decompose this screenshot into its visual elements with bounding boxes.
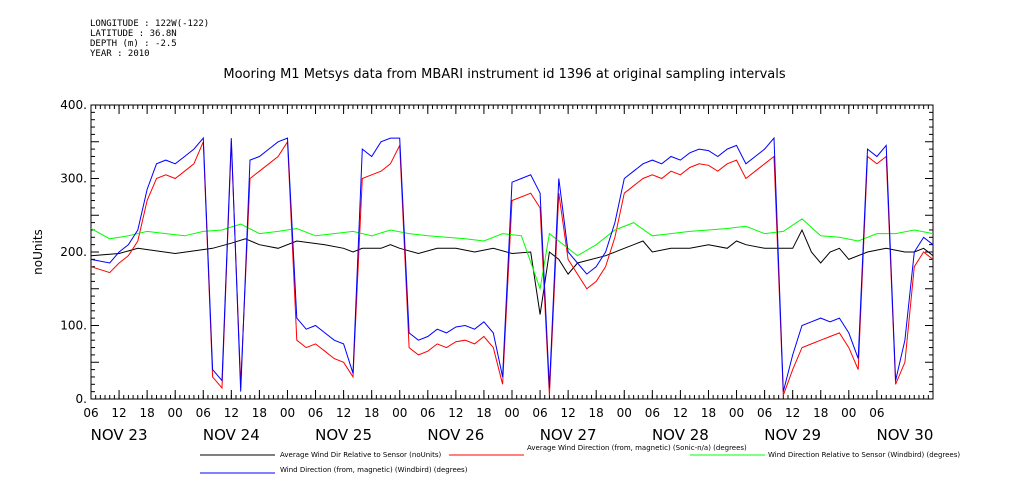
x-day-label: NOV 28: [652, 426, 709, 444]
x-tick-label: 06: [83, 406, 98, 420]
x-tick-label: 12: [336, 406, 351, 420]
x-tick-label: 00: [168, 406, 183, 420]
legend-label: Wind Direction Relative to Sensor (Windb…: [768, 451, 960, 459]
x-tick-label: 06: [532, 406, 547, 420]
x-tick-label: 18: [252, 406, 267, 420]
x-day-label: NOV 25: [315, 426, 372, 444]
series-line-4: [90, 136, 934, 392]
x-tick-label: 06: [757, 406, 772, 420]
depth-label: DEPTH (m) : -2.5: [90, 39, 177, 49]
x-tick-label: 18: [813, 406, 828, 420]
x-tick-label: 06: [420, 406, 435, 420]
y-tick-label: 400.: [60, 98, 87, 112]
legend-label: Average Wind Direction (from, magnetic) …: [527, 444, 747, 452]
x-tick-label: 12: [560, 406, 575, 420]
x-tick-label: 00: [504, 406, 519, 420]
x-tick-label: 00: [392, 406, 407, 420]
x-tick-label: 00: [729, 406, 744, 420]
x-tick-label: 00: [841, 406, 856, 420]
y-tick-label: 200.: [60, 245, 87, 259]
y-tick-label: 300.: [60, 172, 87, 186]
x-tick-label: 12: [224, 406, 239, 420]
x-day-label: NOV 27: [540, 426, 597, 444]
y-tick-label: 0.: [76, 392, 87, 406]
x-tick-label: 06: [308, 406, 323, 420]
y-axis-label: noUnits: [31, 229, 45, 275]
x-tick-label: 12: [111, 406, 126, 420]
x-tick-label: 12: [785, 406, 800, 420]
x-tick-label: 12: [448, 406, 463, 420]
series-line-1: [90, 228, 934, 315]
x-tick-label: 18: [139, 406, 154, 420]
x-tick-label: 06: [196, 406, 211, 420]
x-tick-label: 18: [701, 406, 716, 420]
x-day-label: NOV 26: [427, 426, 484, 444]
y-tick-label: 100.: [60, 319, 87, 333]
x-tick-label: 00: [280, 406, 295, 420]
longitude-label: LONGITUDE : 122W(-122): [90, 19, 210, 29]
legend-label: Wind Direction (from, magnetic) (Windbir…: [280, 466, 468, 474]
chart-title: Mooring M1 Metsys data from MBARI instru…: [223, 67, 786, 82]
legend-label: Average Wind Dir Relative to Sensor (noU…: [280, 451, 441, 459]
latitude-label: LATITUDE : 36.8N: [90, 29, 177, 39]
x-day-label: NOV 30: [876, 426, 933, 444]
x-tick-label: 18: [364, 406, 379, 420]
x-day-label: NOV 23: [91, 426, 148, 444]
x-day-label: NOV 29: [764, 426, 821, 444]
x-tick-label: 00: [617, 406, 632, 420]
x-tick-label: 12: [673, 406, 688, 420]
x-tick-label: 06: [869, 406, 884, 420]
plot-frame: [90, 104, 934, 400]
x-tick-label: 18: [476, 406, 491, 420]
x-tick-label: 18: [589, 406, 604, 420]
series-line-2: [90, 140, 934, 396]
x-tick-label: 06: [645, 406, 660, 420]
x-day-label: NOV 24: [203, 426, 260, 444]
metadata-block: LONGITUDE : 122W(-122) LATITUDE : 36.8N …: [90, 19, 209, 59]
year-label: YEAR : 2010: [90, 49, 150, 59]
